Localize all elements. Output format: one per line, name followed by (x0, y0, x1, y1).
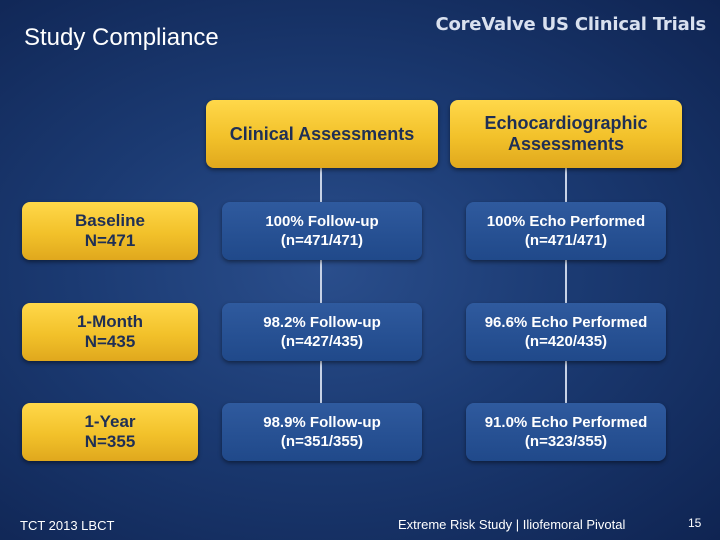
cell-line1: 100% Echo Performed (486, 213, 646, 230)
page-number: 15 (688, 516, 702, 530)
row-label-line1: 1-Month (76, 312, 144, 331)
clinical-cell-1-month: 98.2% Follow-up (n=427/435) (222, 303, 422, 361)
cell-line2: (n=471/471) (280, 232, 364, 249)
cell-line2: (n=471/471) (524, 232, 608, 249)
row-label-baseline: Baseline N=471 (22, 202, 198, 260)
echo-cell-baseline: 100% Echo Performed (n=471/471) (466, 202, 666, 260)
cell-line1: 100% Follow-up (265, 213, 379, 230)
row-label-line2: N=355 (84, 432, 136, 451)
brand-logo-text: CoreValve US Clinical Trials (435, 14, 706, 35)
row-label-line1: 1-Year (84, 412, 136, 431)
echo-cell-1-year: 91.0% Echo Performed (n=323/355) (466, 403, 666, 461)
cell-line2: (n=427/435) (280, 333, 364, 350)
cell-line2: (n=351/355) (280, 433, 364, 450)
footer-study-name: Extreme Risk Study | Iliofemoral Pivotal (398, 517, 626, 532)
echo-assessments-header: Echocardiographic Assessments (450, 100, 682, 168)
echo-header-line1: Echocardiographic (484, 113, 648, 133)
cell-line1: 98.9% Follow-up (263, 414, 381, 431)
row-label-line2: N=471 (84, 231, 136, 250)
echo-header-line2: Assessments (507, 134, 625, 154)
row-label-line2: N=435 (84, 332, 136, 351)
row-label-1-year: 1-Year N=355 (22, 403, 198, 461)
clinical-cell-baseline: 100% Follow-up (n=471/471) (222, 202, 422, 260)
cell-line2: (n=420/435) (524, 333, 608, 350)
cell-line1: 96.6% Echo Performed (484, 314, 648, 331)
echo-cell-1-month: 96.6% Echo Performed (n=420/435) (466, 303, 666, 361)
row-label-1-month: 1-Month N=435 (22, 303, 198, 361)
row-label-line1: Baseline (75, 211, 145, 230)
cell-line1: 91.0% Echo Performed (484, 414, 648, 431)
clinical-cell-1-year: 98.9% Follow-up (n=351/355) (222, 403, 422, 461)
cell-line2: (n=323/355) (524, 433, 608, 450)
slide-title: Study Compliance (24, 24, 219, 51)
footer-conference: TCT 2013 LBCT (20, 518, 115, 533)
clinical-header-label: Clinical Assessments (229, 123, 415, 144)
cell-line1: 98.2% Follow-up (263, 314, 381, 331)
clinical-assessments-header: Clinical Assessments (206, 100, 438, 168)
